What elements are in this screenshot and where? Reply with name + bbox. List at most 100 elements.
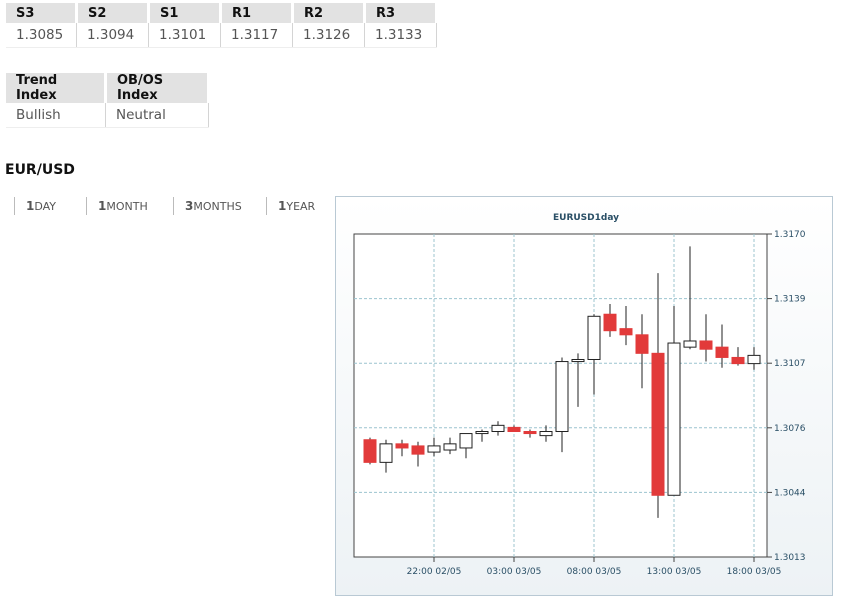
y-tick-label: 1.3107: [774, 359, 806, 369]
range-1year-button[interactable]: 1YEAR: [266, 197, 315, 215]
candle-body-up: [427, 445, 441, 453]
candle: [699, 314, 713, 362]
candle: [395, 439, 409, 457]
candle: [587, 314, 601, 395]
range-1year-unit: YEAR: [286, 200, 316, 213]
pivot-header-s3: S3: [6, 3, 78, 23]
candle-body-down: [619, 328, 633, 336]
y-tick-label: 1.3076: [774, 424, 806, 434]
candle-body-up: [491, 424, 505, 433]
candle: [443, 437, 457, 455]
candle: [459, 433, 473, 459]
y-tick-label: 1.3044: [774, 488, 806, 498]
range-1year-number: 1: [278, 199, 287, 213]
candle: [475, 429, 489, 442]
candle-body-up: [443, 443, 457, 451]
candle-body-down: [699, 340, 713, 350]
pivot-header-r3: R3: [364, 3, 438, 23]
pivot-value-r1: 1.3117: [220, 23, 293, 48]
pivot-header-s2: S2: [76, 3, 150, 23]
pivot-value-s2: 1.3094: [76, 23, 149, 48]
candle: [683, 246, 697, 350]
candle-body-down: [395, 443, 409, 449]
candle-body-down: [523, 431, 537, 435]
candle: [427, 437, 441, 457]
pivot-value-s1: 1.3101: [148, 23, 221, 48]
index-value-row: Bullish Neutral: [6, 103, 209, 128]
candle-body-down: [411, 445, 425, 455]
candle-body-up: [667, 342, 681, 496]
candle: [411, 441, 425, 467]
obos-index-value: Neutral: [105, 103, 209, 128]
candle-body-up: [571, 358, 585, 363]
candle-body-up: [379, 443, 393, 463]
candle: [523, 429, 537, 438]
candle-body-down: [635, 334, 649, 354]
axes: 1.3170 1.3139 1.3107 1.3076 1.3044 1.3013 22:0…: [407, 230, 806, 577]
range-3months-button[interactable]: 3MONTHS: [173, 197, 242, 215]
x-tick-label: 18:00 03/05: [727, 567, 782, 577]
candle: [715, 324, 729, 368]
candle-body-down: [507, 426, 521, 433]
candle: [667, 306, 681, 496]
range-1day-unit: DAY: [34, 200, 57, 213]
y-tick-label: 1.3139: [774, 295, 806, 305]
range-1month-button[interactable]: 1MONTH: [86, 197, 148, 215]
pivot-header-row: S3 S2 S1 R1 R2 R3: [6, 3, 438, 23]
candle-body-up: [555, 361, 569, 433]
candle-body-up: [587, 315, 601, 360]
range-1day-number: 1: [26, 199, 35, 213]
candle-body-down: [363, 439, 377, 463]
candle-body-up: [683, 340, 697, 348]
candle: [651, 273, 665, 518]
range-3months-unit: MONTHS: [193, 200, 242, 213]
candle: [635, 314, 649, 389]
index-header-row: Trend Index OB/OS Index: [6, 73, 210, 103]
plot-area: [353, 233, 768, 558]
candle-body-up: [459, 433, 473, 449]
range-3months-number: 3: [185, 199, 194, 213]
candle: [619, 306, 633, 346]
trend-index-value: Bullish: [6, 103, 106, 128]
pivot-table: S3 S2 S1 R1 R2 R3 1.3085 1.3094 1.3101 1…: [6, 3, 438, 48]
x-tick-label: 08:00 03/05: [567, 567, 622, 577]
candle-body-down: [731, 356, 745, 365]
pair-title: EUR/USD: [5, 162, 75, 178]
candlestick-chart: EURUSD1day 1.3170 1.3139 1.3107 1.3076 1.304…: [353, 213, 806, 577]
trend-index-header: Trend Index: [6, 73, 107, 103]
pivot-value-s3: 1.3085: [6, 23, 77, 48]
index-table: Trend Index OB/OS Index Bullish Neutral: [6, 73, 210, 128]
x-tick-label: 22:00 02/05: [407, 567, 462, 577]
candle-body-down: [603, 313, 617, 332]
pivot-header-r2: R2: [292, 3, 366, 23]
candle: [555, 357, 569, 453]
candle-body-down: [715, 346, 729, 358]
candle-body-up: [475, 431, 489, 435]
candle: [603, 303, 617, 337]
candles: [363, 246, 761, 518]
candle-body-up: [747, 354, 761, 365]
candle-body-down: [651, 352, 665, 496]
candle: [571, 353, 585, 407]
candle: [731, 347, 745, 366]
range-1month-unit: MONTH: [106, 200, 148, 213]
pivot-header-s1: S1: [148, 3, 222, 23]
range-1month-number: 1: [98, 199, 107, 213]
range-1day-button[interactable]: 1DAY: [14, 197, 56, 215]
candle-body-up: [539, 431, 553, 437]
chart-panel: EURUSD1day 1.3170 1.3139 1.3107 1.3076 1.304…: [335, 196, 833, 596]
pivot-value-row: 1.3085 1.3094 1.3101 1.3117 1.3126 1.313…: [6, 23, 437, 48]
pivot-value-r2: 1.3126: [292, 23, 365, 48]
x-tick-label: 03:00 03/05: [487, 567, 542, 577]
pivot-value-r3: 1.3133: [364, 23, 437, 48]
x-tick-label: 13:00 03/05: [647, 567, 702, 577]
obos-index-header: OB/OS Index: [105, 73, 210, 103]
y-tick-label: 1.3170: [774, 230, 806, 240]
chart-title: EURUSD1day: [553, 213, 619, 223]
candle: [747, 347, 761, 370]
candle: [363, 437, 377, 465]
candle: [539, 425, 553, 442]
candle: [491, 421, 505, 436]
y-tick-label: 1.3013: [774, 553, 806, 563]
pivot-header-r1: R1: [220, 3, 294, 23]
